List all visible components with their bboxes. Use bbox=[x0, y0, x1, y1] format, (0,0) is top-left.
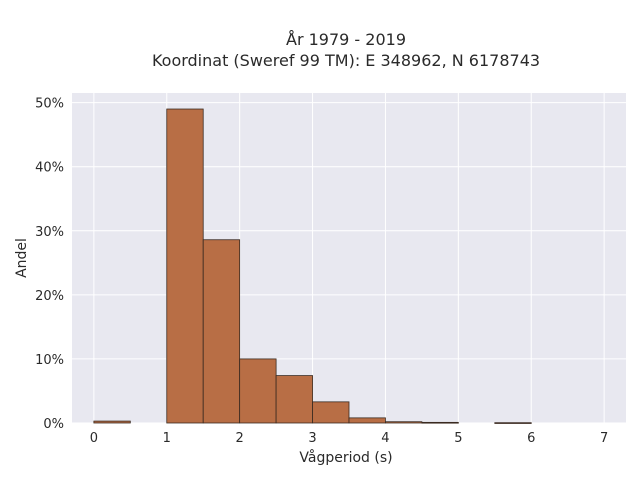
x-tick-label: 7 bbox=[600, 431, 608, 446]
histogram-bar bbox=[494, 422, 532, 424]
y-tick-label: 50% bbox=[35, 97, 64, 112]
x-tick-label: 5 bbox=[454, 431, 462, 446]
y-tick-label: 20% bbox=[35, 289, 64, 304]
bars bbox=[93, 108, 532, 424]
histogram-bar bbox=[385, 421, 423, 424]
x-tick-label: 6 bbox=[527, 431, 535, 446]
y-tick-label: 40% bbox=[35, 161, 64, 176]
histogram-bar bbox=[312, 401, 350, 424]
x-tick-label: 0 bbox=[90, 431, 98, 446]
chart-title-line1: År 1979 - 2019 bbox=[286, 30, 406, 49]
x-tick-label: 2 bbox=[236, 431, 244, 446]
y-tick-label: 10% bbox=[35, 353, 64, 368]
y-tick-label: 30% bbox=[35, 225, 64, 240]
y-axis-label: Andel bbox=[14, 238, 30, 278]
x-tick-label: 4 bbox=[381, 431, 389, 446]
x-tick-label: 3 bbox=[308, 431, 316, 446]
grid-lines bbox=[72, 93, 626, 424]
histogram-bar bbox=[166, 108, 204, 424]
histogram-bar bbox=[93, 420, 131, 424]
histogram-bar bbox=[421, 421, 459, 424]
histogram-bar bbox=[275, 375, 313, 424]
x-axis-label: Vågperiod (s) bbox=[299, 449, 392, 466]
plot-area bbox=[72, 93, 626, 423]
histogram-bar bbox=[239, 358, 277, 424]
x-tick-label: 1 bbox=[163, 431, 171, 446]
tick-labels: 0% 10% 20% 30% 40% 50% 0 1 2 3 4 5 6 7 bbox=[35, 97, 608, 446]
histogram-bar bbox=[202, 239, 241, 424]
histogram-bar bbox=[348, 417, 386, 424]
chart-title-line2: Koordinat (Sweref 99 TM): E 348962, N 61… bbox=[152, 51, 540, 70]
y-tick-label: 0% bbox=[43, 417, 64, 432]
